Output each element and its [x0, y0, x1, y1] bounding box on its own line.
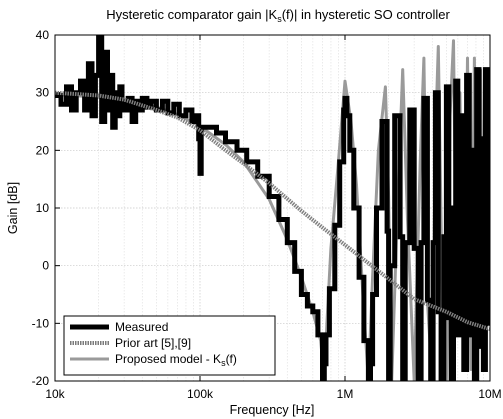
y-tick-label: 30	[36, 86, 50, 100]
y-tick-label: 0	[42, 259, 49, 273]
y-axis-label: Gain [dB]	[6, 182, 20, 234]
x-tick-label: 10k	[45, 387, 65, 401]
x-tick-label: 100k	[187, 387, 214, 401]
legend: Measured Prior art [5],[9] Proposed mode…	[63, 315, 276, 376]
series-layer	[55, 35, 490, 381]
y-tick-label: 40	[36, 28, 50, 42]
y-tick-labels: 40 30 20 10 0 -10 -20	[32, 28, 50, 388]
x-tick-label: 1M	[337, 387, 354, 401]
legend-label-prior-art: Prior art [5],[9]	[115, 336, 191, 350]
x-axis-label: Frequency [Hz]	[230, 403, 315, 417]
x-tick-label: 10M	[478, 387, 501, 401]
legend-label-proposed-model: Proposed model - Ks(f)	[115, 352, 237, 368]
y-tick-label: 20	[36, 143, 50, 157]
plot-frame	[54, 34, 491, 382]
series-line-prior-art-5-9	[55, 90, 490, 332]
x-tick-labels: 10k 100k 1M 10M	[45, 387, 501, 401]
chart-title: Hysteretic comparator gain |Ks(f)| in hy…	[106, 7, 450, 24]
series-line-measured	[55, 35, 490, 381]
y-tick-label: 10	[36, 201, 50, 215]
y-tick-label: -10	[32, 316, 50, 330]
legend-label-measured: Measured	[115, 320, 168, 334]
y-tick-label: -20	[32, 374, 50, 388]
